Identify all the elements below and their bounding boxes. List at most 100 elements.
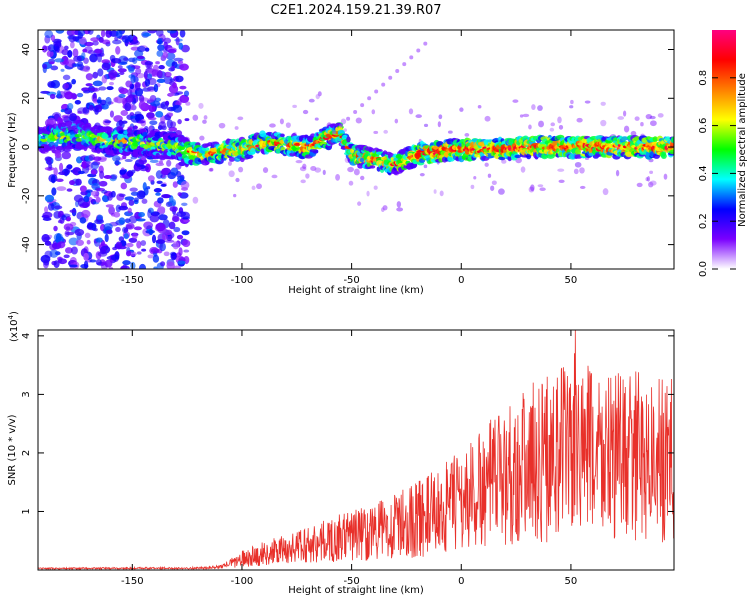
spectrogram-cell — [623, 125, 630, 133]
spectrogram-cell — [125, 223, 135, 230]
spectrogram-cell — [68, 34, 77, 43]
spectrogram-cell — [136, 190, 146, 200]
spectrogram-cell — [394, 118, 399, 124]
spectrogram-cell — [209, 167, 214, 172]
spectrogram-cell — [63, 254, 70, 259]
spectrogram-cell — [128, 66, 135, 73]
spectrogram-cell — [61, 49, 69, 56]
spectrogram-cell — [615, 169, 620, 177]
spectrogram-cell — [132, 140, 140, 147]
spectrogram-cell — [360, 175, 365, 181]
spectrogram-cell — [310, 166, 317, 172]
spectrogram-cell — [367, 96, 372, 101]
spectrogram-cell — [184, 118, 190, 122]
spectrogram-cell — [155, 61, 160, 65]
spectrogram-cell — [93, 156, 102, 162]
spectrogram-cell — [382, 205, 388, 211]
spectrogram-cell — [90, 161, 100, 170]
spectrogram-cell — [124, 102, 132, 112]
spectrogram-cell — [55, 30, 65, 34]
spectrogram-cell — [473, 175, 477, 180]
spectrogram-cell — [66, 188, 73, 192]
spectrogram-cell — [381, 207, 385, 213]
spectrogram-cell — [118, 119, 123, 127]
spectrogram-cell — [77, 107, 88, 114]
spectrogram-cell — [128, 199, 135, 206]
spectrogram-cell — [119, 169, 127, 175]
spectrogram-cell — [660, 153, 667, 159]
spectrogram-cell — [148, 228, 154, 236]
spectrogram-cell — [117, 65, 123, 69]
spectrogram-cell — [192, 196, 199, 204]
spectrogram-cell — [46, 160, 52, 165]
spectrogram-cell — [299, 166, 307, 172]
spectrogram-cell — [64, 168, 69, 177]
spectrogram-cell — [50, 65, 59, 71]
x-tick-label: 0 — [458, 275, 464, 286]
spectrogram-cell — [147, 209, 152, 219]
spectrogram-cell — [127, 127, 133, 134]
spectrogram-cell — [67, 49, 73, 58]
spectrogram-cell — [61, 151, 72, 160]
spectrogram-cell — [92, 40, 99, 46]
spectrogram-cell — [155, 152, 160, 159]
spectrogram-cell — [164, 71, 172, 78]
y-tick-label: 3 — [21, 391, 32, 397]
spectrogram-cell — [279, 133, 285, 138]
spectrogram-cell — [135, 218, 146, 222]
spectrogram-cell — [119, 71, 125, 76]
spectrogram-cell — [381, 82, 386, 87]
spectrogram-cell — [168, 67, 175, 72]
spectrogram-cell — [89, 259, 97, 263]
spectrogram-cell — [69, 264, 78, 268]
spectrogram-cell — [179, 94, 190, 104]
spectrogram-cell — [142, 32, 152, 37]
spectrogram-cell — [115, 226, 121, 233]
spectrogram-cell — [153, 266, 158, 269]
spectrogram-cell — [130, 261, 136, 269]
spectrogram-cell — [75, 178, 82, 186]
spectrogram-cell — [140, 240, 147, 246]
spectrogram-cell — [56, 90, 61, 97]
spectrogram-cell — [528, 124, 532, 130]
spectrogram-cell — [576, 117, 583, 123]
spectrogram-cell — [537, 105, 543, 111]
spectrogram-panel: -150 -100 -50 0 50 -40 -20 0 20 40 Height of str… — [7, 29, 675, 296]
spectrogram-cell — [104, 233, 109, 243]
spectrogram-cell — [177, 260, 186, 265]
spectrogram-cell — [115, 241, 123, 250]
spectrogram-cell — [339, 123, 344, 128]
spectrogram-cell — [198, 102, 204, 109]
spectrogram-cell — [74, 100, 81, 105]
spectrogram-cell — [647, 175, 651, 182]
spectrogram-cell — [121, 120, 128, 124]
spectrogram-cell — [136, 55, 145, 60]
spectrogram-cell — [501, 159, 507, 164]
spectrogram-cell — [160, 261, 166, 267]
spectrogram-cell — [101, 39, 111, 45]
spectrogram-cell — [256, 183, 262, 190]
spectrogram-cell — [423, 164, 428, 169]
spectrogram-cell — [546, 153, 555, 159]
spectrogram-cell — [146, 112, 155, 119]
spectrogram-cell — [617, 116, 625, 120]
spectrogram-cell — [484, 162, 489, 167]
spectrogram-cell — [173, 57, 184, 62]
spectrogram-cell — [244, 154, 254, 159]
spectrogram-cell — [335, 174, 341, 181]
spectrogram-cell — [127, 57, 136, 63]
spectrogram-cell — [69, 113, 78, 122]
x-tick-label: -100 — [231, 576, 254, 587]
spectrogram-cell — [157, 197, 164, 204]
spectrogram-cell — [120, 266, 125, 269]
spectrogram-cell — [69, 180, 76, 186]
spectrogram-cell — [89, 53, 98, 63]
spectrogram-cell — [125, 95, 134, 103]
spectrogram-cell — [238, 166, 244, 173]
spectrogram-cell — [155, 162, 165, 167]
spectrogram-cell — [74, 133, 82, 138]
spectrogram-cell — [172, 104, 183, 113]
spectrogram-cell — [127, 207, 132, 214]
spectrogram-cell — [293, 142, 301, 146]
spectrogram-cell — [519, 114, 524, 118]
